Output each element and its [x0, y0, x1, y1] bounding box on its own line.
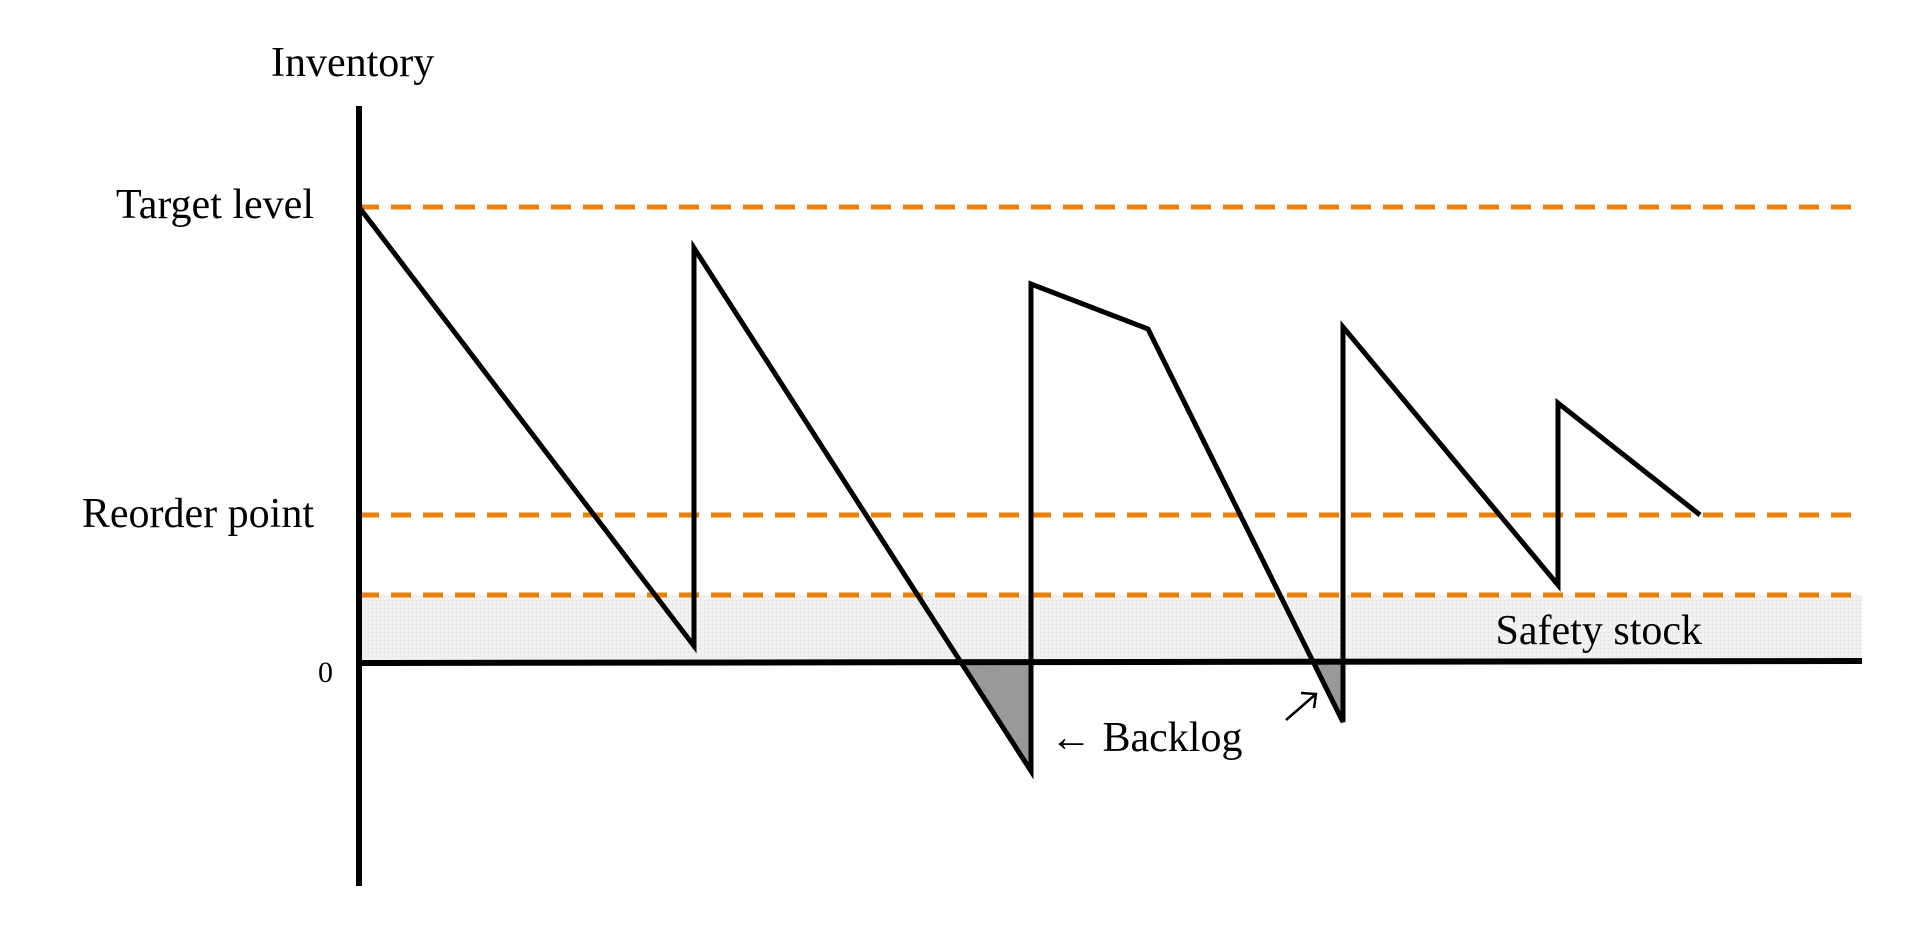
- zero-label: 0: [318, 656, 333, 689]
- inventory-level-line: [357, 205, 1702, 780]
- safety-stock-band: [359, 595, 1862, 662]
- backlog-pointer-arrow: [1285, 691, 1318, 721]
- reorder-point-label: Reorder point: [82, 491, 314, 537]
- target-level-label: Target level: [116, 182, 314, 228]
- zero-baseline: [358, 658, 1863, 666]
- safety-stock-label: Safety stock: [1496, 608, 1702, 654]
- backlog-label: ← Backlog: [1050, 715, 1242, 761]
- y-axis-title: Inventory: [271, 40, 434, 86]
